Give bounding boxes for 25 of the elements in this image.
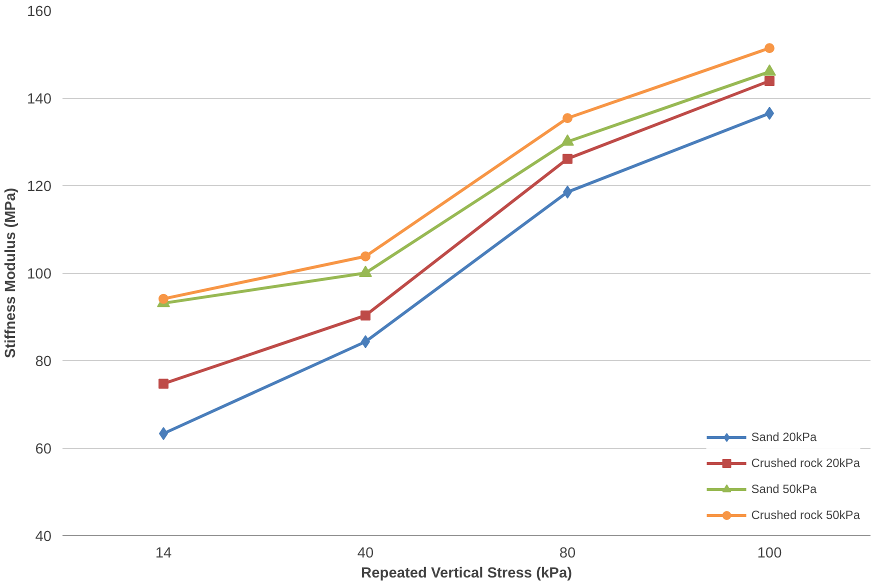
point: [562, 154, 572, 164]
y-tick-label: 40: [35, 529, 52, 545]
x-tick-label: 40: [357, 546, 374, 562]
y-tick-label: 100: [27, 266, 52, 282]
y-tick-label: 140: [27, 92, 52, 108]
x-tick-label: 100: [757, 546, 782, 562]
legend-label: Sand 20kPa: [751, 430, 817, 444]
point: [158, 294, 168, 304]
legend-label: Sand 50kPa: [751, 482, 817, 496]
point: [764, 76, 774, 86]
point: [158, 378, 168, 389]
point: [562, 113, 572, 124]
y-tick-label: 80: [35, 354, 52, 370]
point: [764, 43, 774, 54]
legend-label: Crushed rock 50kPa: [751, 508, 860, 522]
y-tick-label: 160: [27, 4, 52, 20]
y-axis-title: Stiffness Modulus (MPa): [3, 188, 20, 358]
x-tick-label: 14: [155, 546, 172, 562]
legend-label: Crushed rock 20kPa: [751, 456, 860, 470]
y-tick-label: 120: [27, 179, 52, 195]
point: [360, 251, 370, 262]
x-axis-title: Repeated Vertical Stress (kPa): [361, 566, 572, 582]
y-tick-label: 60: [35, 442, 52, 458]
point: [360, 310, 370, 320]
x-tick-label: 80: [559, 546, 576, 562]
